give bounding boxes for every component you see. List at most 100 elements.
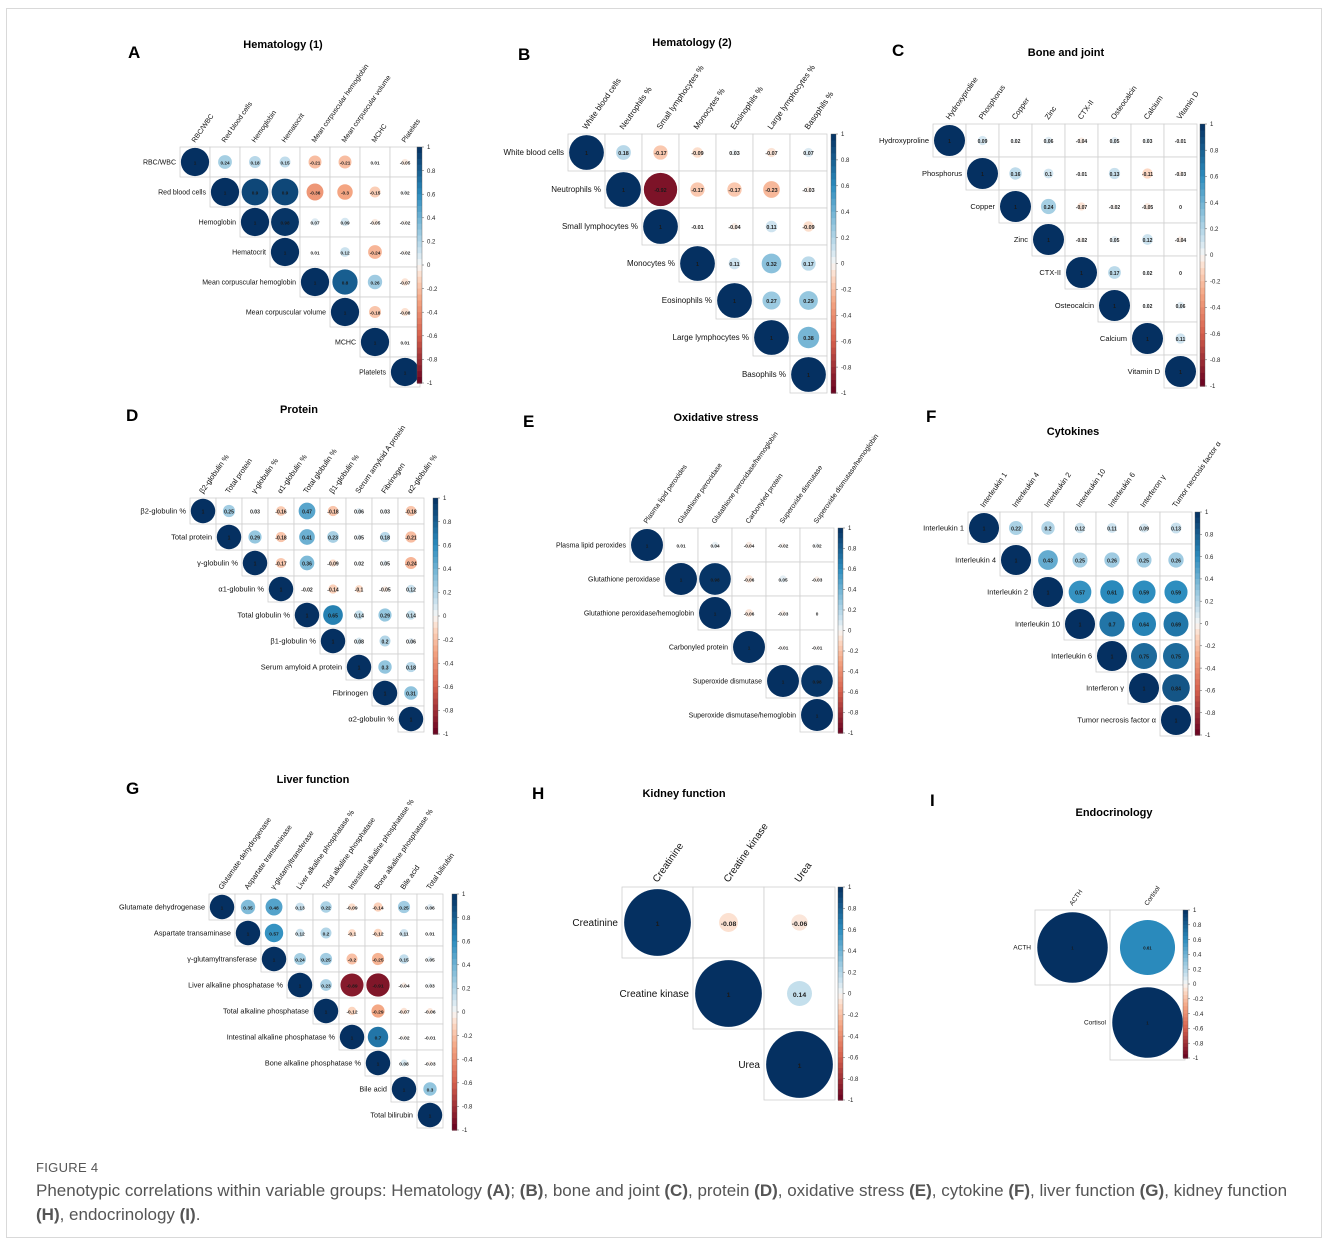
correlation-circle [1079,237,1084,242]
correlation-circle [355,585,363,593]
colorbar-segment [1200,281,1205,289]
correlation-circle [427,1060,433,1066]
colorbar-tick-label: -0.2 [1193,997,1204,1003]
correlation-value-label: -0.07 [1076,205,1088,211]
colorbar-segment [452,964,457,972]
correlation-circle [814,542,820,548]
colorbar-segment [838,945,843,952]
correlation-value-label: 0.26 [1107,558,1117,564]
correlation-value-label: -0.04 [1175,238,1187,244]
colorbar-tick-label: 1 [1210,122,1214,128]
colorbar-segment [1195,729,1200,736]
panel-title: Bone and joint [1028,47,1105,59]
colorbar-segment [1195,673,1200,680]
correlation-circle [1038,550,1058,570]
colorbar-tick-label: -1 [848,731,854,737]
colorbar-segment [1183,995,1188,1000]
colorbar-segment [1200,202,1205,210]
correlation-circle [624,889,691,956]
correlation-value-label: -0.2 [348,957,357,963]
figure-panels: A Hematology (1) 1 0.24 0.18 0.15 -0.21 -0.21 0.… [119,37,1223,1134]
row-label: Total alkaline phosphatase [223,1006,309,1015]
correlation-value-label: 0.06 [406,639,416,645]
correlation-circle [369,186,381,198]
correlation-circle [814,576,820,582]
colorbar-tick-label: -1 [443,732,449,738]
colorbar-segment [838,1014,843,1021]
correlation-value-label: -0.01 [778,645,789,650]
correlation-circle [373,160,377,164]
colorbar-segment [838,1020,843,1027]
colorbar-segment [452,941,457,948]
colorbar-segment [838,707,843,714]
colorbar-segment [433,610,438,617]
correlation-circle [261,946,287,972]
colorbar-segment [831,231,836,239]
colorbar-segment [831,205,836,213]
correlation-circle [417,1102,443,1128]
correlation-circle [643,209,678,244]
colorbar-segment [1200,353,1205,361]
correlation-circle [1160,704,1192,736]
colorbar-segment [1200,379,1205,387]
caption-segment: (C) [664,1181,688,1200]
correlation-circle [338,155,352,169]
colorbar-segment [1195,723,1200,731]
column-label: Hemoglobin [251,109,278,144]
correlation-value-label: 0.18 [406,665,416,671]
colorbar-tick-label: -0.6 [427,334,438,340]
correlation-value-label: 0.05 [354,535,364,541]
correlation-circle [340,973,364,997]
correlation-circle [403,190,407,194]
correlation-value-label: 1 [280,587,283,593]
caption-segment: (I) [179,1205,196,1224]
colorbar-segment [831,295,836,303]
colorbar-segment [452,1094,457,1102]
correlation-value-label: 0.75 [1139,654,1149,660]
correlation-value-label: 0.25 [1139,558,1149,564]
colorbar-segment [1195,590,1200,597]
panel-letter: H [532,784,544,803]
colorbar-segment [831,276,836,284]
colorbar-segment [831,315,836,323]
correlation-value-label: 0.1 [1045,172,1052,178]
colorbar-segment [1195,539,1200,547]
colorbar-segment [831,250,836,258]
colorbar-tick-label: -0.2 [427,287,438,293]
correlation-circle [271,208,299,236]
colorbar-tick-label: -0.8 [848,1077,859,1083]
correlation-value-label: 1 [228,535,231,541]
correlation-circle [242,550,268,576]
correlation-value-label: -0.06 [424,1009,435,1015]
colorbar-segment [433,698,438,706]
correlation-circle [275,531,287,543]
colorbar-segment [831,308,836,316]
colorbar-segment [1183,1006,1188,1011]
colorbar-segment [838,625,843,632]
correlation-value-label: 0.98 [710,577,719,582]
correlation-circle [403,340,407,344]
correlation-value-label: 0.2 [1045,526,1052,532]
panel-letter: D [126,406,138,425]
colorbar-tick-label: 1 [848,885,852,891]
correlation-value-label: 0.24 [295,957,305,963]
colorbar-tick-label: -0.8 [427,358,438,364]
colorbar-segment [1183,928,1188,933]
correlation-circle [218,155,232,169]
correlation-circle [320,927,332,939]
colorbar-tick-label: 0.4 [841,210,850,216]
correlation-value-label: 0.08 [399,1061,409,1067]
correlation-value-label: 0.17 [803,262,814,268]
colorbar-segment [838,651,843,657]
correlation-value-label: 0.24 [1044,205,1054,211]
correlation-value-label: 0.05 [425,957,435,963]
correlation-value-label: 1 [273,957,276,963]
correlation-circle [1104,552,1120,568]
colorbar-tick-label: -1 [841,391,847,397]
colorbar-segment [452,970,457,978]
colorbar-tick-label: -1 [1193,1056,1199,1062]
colorbar-segment [417,318,422,325]
correlation-value-label: -0.11 [1142,172,1153,178]
colorbar-segment [831,140,836,148]
colorbar-segment [417,377,422,384]
